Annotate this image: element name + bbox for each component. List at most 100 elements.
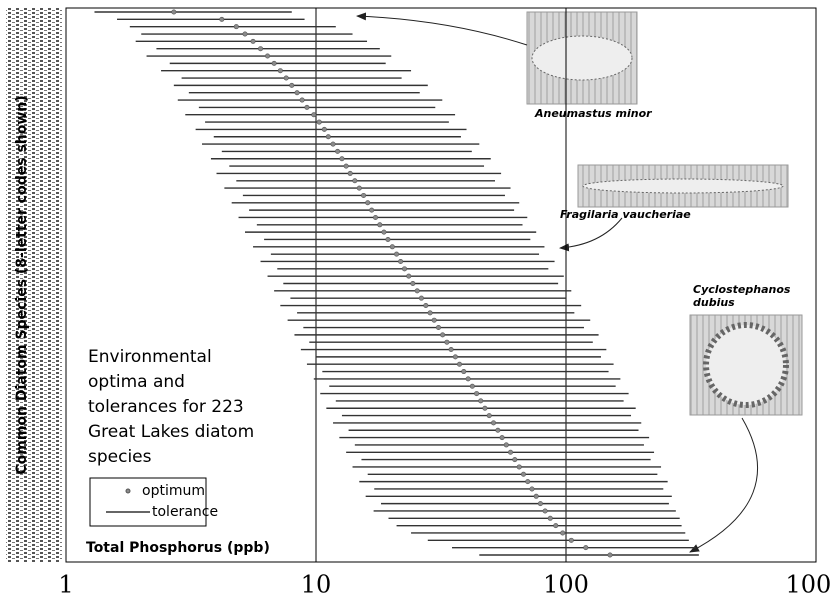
optimum-point [299,97,305,103]
optimum-point [402,266,408,272]
optimum-point [171,9,177,15]
optimum-point [233,24,239,30]
optimum-point [560,530,566,536]
optimum-point [448,347,454,353]
x-tick-label: 1000 [785,571,832,599]
legend-label: tolerance [152,504,218,520]
optimum-point [311,112,317,118]
optimum-point [435,325,441,331]
optimum-point [423,303,429,309]
optimum-point [339,156,345,162]
annotation-line: Great Lakes diatom [88,422,254,442]
optimum-point [283,75,289,81]
image-caption: Aneumastus minor [534,107,652,120]
optimum-point [289,82,295,88]
legend-label: optimum [142,483,205,499]
annotation-line: tolerances for 223 [88,397,244,417]
optimum-point [365,200,371,206]
optimum-point [265,53,271,59]
optimum-point [385,236,391,242]
optimum-point [304,104,310,110]
optimum-point [414,288,420,294]
optimum-point [495,427,501,433]
optimum-point [242,31,248,37]
optimum-point [343,163,349,169]
optimum-point [321,126,327,132]
diatom-shape [582,178,784,194]
x-tick-label: 1 [58,571,73,599]
optimum-point [431,317,437,323]
optimum-point [583,545,589,551]
optimum-point [294,90,300,96]
optimum-point [457,361,463,367]
optimum-point [394,251,400,257]
annotation-line: optima and [88,372,185,392]
optimum-point [516,464,522,470]
optimum-point [461,369,467,375]
diatom-shape [531,35,633,81]
optimum-point [440,332,446,338]
image-caption: Cyclostephanos [693,283,791,296]
optimum-point [250,38,256,44]
optimum-point [389,244,395,250]
arrow [356,12,528,46]
optimum-point [347,170,353,176]
optimum-point [478,398,484,404]
annotation: Environmental optima and tolerances for 22… [88,347,254,467]
optimum-point [607,552,613,558]
optimum-point [316,119,322,125]
optimum-point [537,501,543,507]
optimum-point [258,46,264,52]
optimum-point [219,16,225,22]
optimum-point [482,405,488,411]
optimum-point [330,141,336,147]
optimum-point [427,310,433,316]
y-axis-label: Common Diatom Species (8-letter codes sh… [14,95,30,474]
optimum-point [352,178,358,184]
x-tick-label: 100 [543,571,589,599]
optimum-point [547,515,553,521]
optimum-point [444,339,450,345]
optimum-point [418,295,424,301]
arrow [559,217,623,252]
optimum-point [486,413,492,419]
optimum-point [525,479,531,485]
optimum-point [499,435,505,441]
optimum-point [377,222,383,228]
optimum-point [508,449,514,455]
optimum-point [533,493,539,499]
optimum-point [325,134,331,140]
optimum-point [361,192,367,198]
optimum-point [474,391,480,397]
diatom-shape [703,322,789,408]
optimum-point [553,523,559,529]
optimum-point [520,471,526,477]
optimum-point [356,185,362,191]
optimum-point [381,229,387,235]
optimum-point [469,383,475,389]
optimum-point [465,376,471,382]
image-caption: dubius [693,296,735,309]
image-caption: Fragilaria vaucheriae [560,208,691,221]
optimum-point [503,442,509,448]
annotation-line: species [88,447,152,467]
optimum-point [373,214,379,220]
x-tick-label: 10 [301,571,332,599]
species-codes [6,8,62,562]
optimum-point [568,537,574,543]
legend-box [89,477,207,527]
optimum-point [542,508,548,514]
arrow [689,417,758,553]
optimum-point [406,273,412,279]
optimum-point [452,354,458,360]
optimum-point [277,68,283,74]
optimum-point [512,457,518,463]
optimum-point [529,486,535,492]
optimum-point [491,420,497,426]
optimum-point [369,207,375,213]
optimum-point [410,280,416,286]
annotation-line: Environmental [88,347,212,367]
optimum-point [271,60,277,66]
